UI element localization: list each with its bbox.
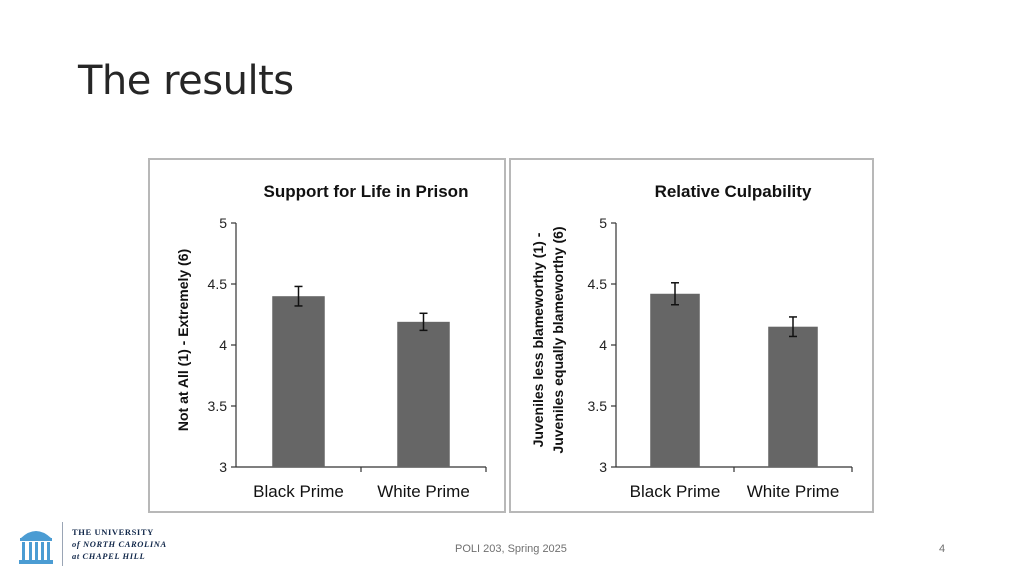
university-logo: THE UNIVERSITY of NORTH CAROLINA at CHAP… xyxy=(18,522,188,568)
chart-title: Support for Life in Prison xyxy=(264,182,469,201)
x-tick-label: Black Prime xyxy=(253,482,344,501)
page-number: 4 xyxy=(939,543,946,555)
bar xyxy=(650,293,700,467)
logo-divider xyxy=(62,522,63,566)
y-tick-label: 4 xyxy=(599,337,607,353)
bar xyxy=(768,326,818,467)
y-tick-label: 5 xyxy=(219,215,227,231)
y-tick-label: 3.5 xyxy=(588,398,608,414)
y-tick-label: 3 xyxy=(219,459,227,475)
logo-line-2: of NORTH CAROLINA xyxy=(72,539,167,549)
university-wordmark: THE UNIVERSITY of NORTH CAROLINA at CHAP… xyxy=(72,526,167,562)
x-tick-label: Black Prime xyxy=(630,482,721,501)
chart-title: Relative Culpability xyxy=(655,182,812,201)
y-tick-label: 4.5 xyxy=(208,276,228,292)
logo-line-1: THE UNIVERSITY xyxy=(72,527,154,537)
y-tick-label: 4.5 xyxy=(588,276,608,292)
y-tick-label: 4 xyxy=(219,337,227,353)
y-axis-label: Juveniles less blameworthy (1) - xyxy=(530,232,546,447)
x-tick-label: White Prime xyxy=(747,482,840,501)
old-well-icon xyxy=(19,531,53,564)
slide-title: The results xyxy=(78,58,294,104)
chart-panel-relative-culpability: Relative Culpability Juveniles less blame… xyxy=(509,158,874,513)
x-tick-label: White Prime xyxy=(377,482,470,501)
chart-panel-life-in-prison: Support for Life in Prison Not at All (1)… xyxy=(148,158,506,513)
chart-life-in-prison: Support for Life in Prison Not at All (1)… xyxy=(175,182,487,501)
y-tick-label: 5 xyxy=(599,215,607,231)
bar xyxy=(397,321,450,467)
chart-relative-culpability: Relative Culpability Juveniles less blame… xyxy=(530,182,853,501)
logo-line-3: at CHAPEL HILL xyxy=(72,551,146,561)
y-tick-label: 3.5 xyxy=(208,398,228,414)
bar xyxy=(272,296,325,467)
y-axis-label: Not at All (1) - Extremely (6) xyxy=(175,249,191,431)
footer-course: POLI 203, Spring 2025 xyxy=(455,543,567,555)
y-tick-label: 3 xyxy=(599,459,607,475)
y-axis-label: Juveniles equally blameworthy (6) xyxy=(550,226,566,453)
